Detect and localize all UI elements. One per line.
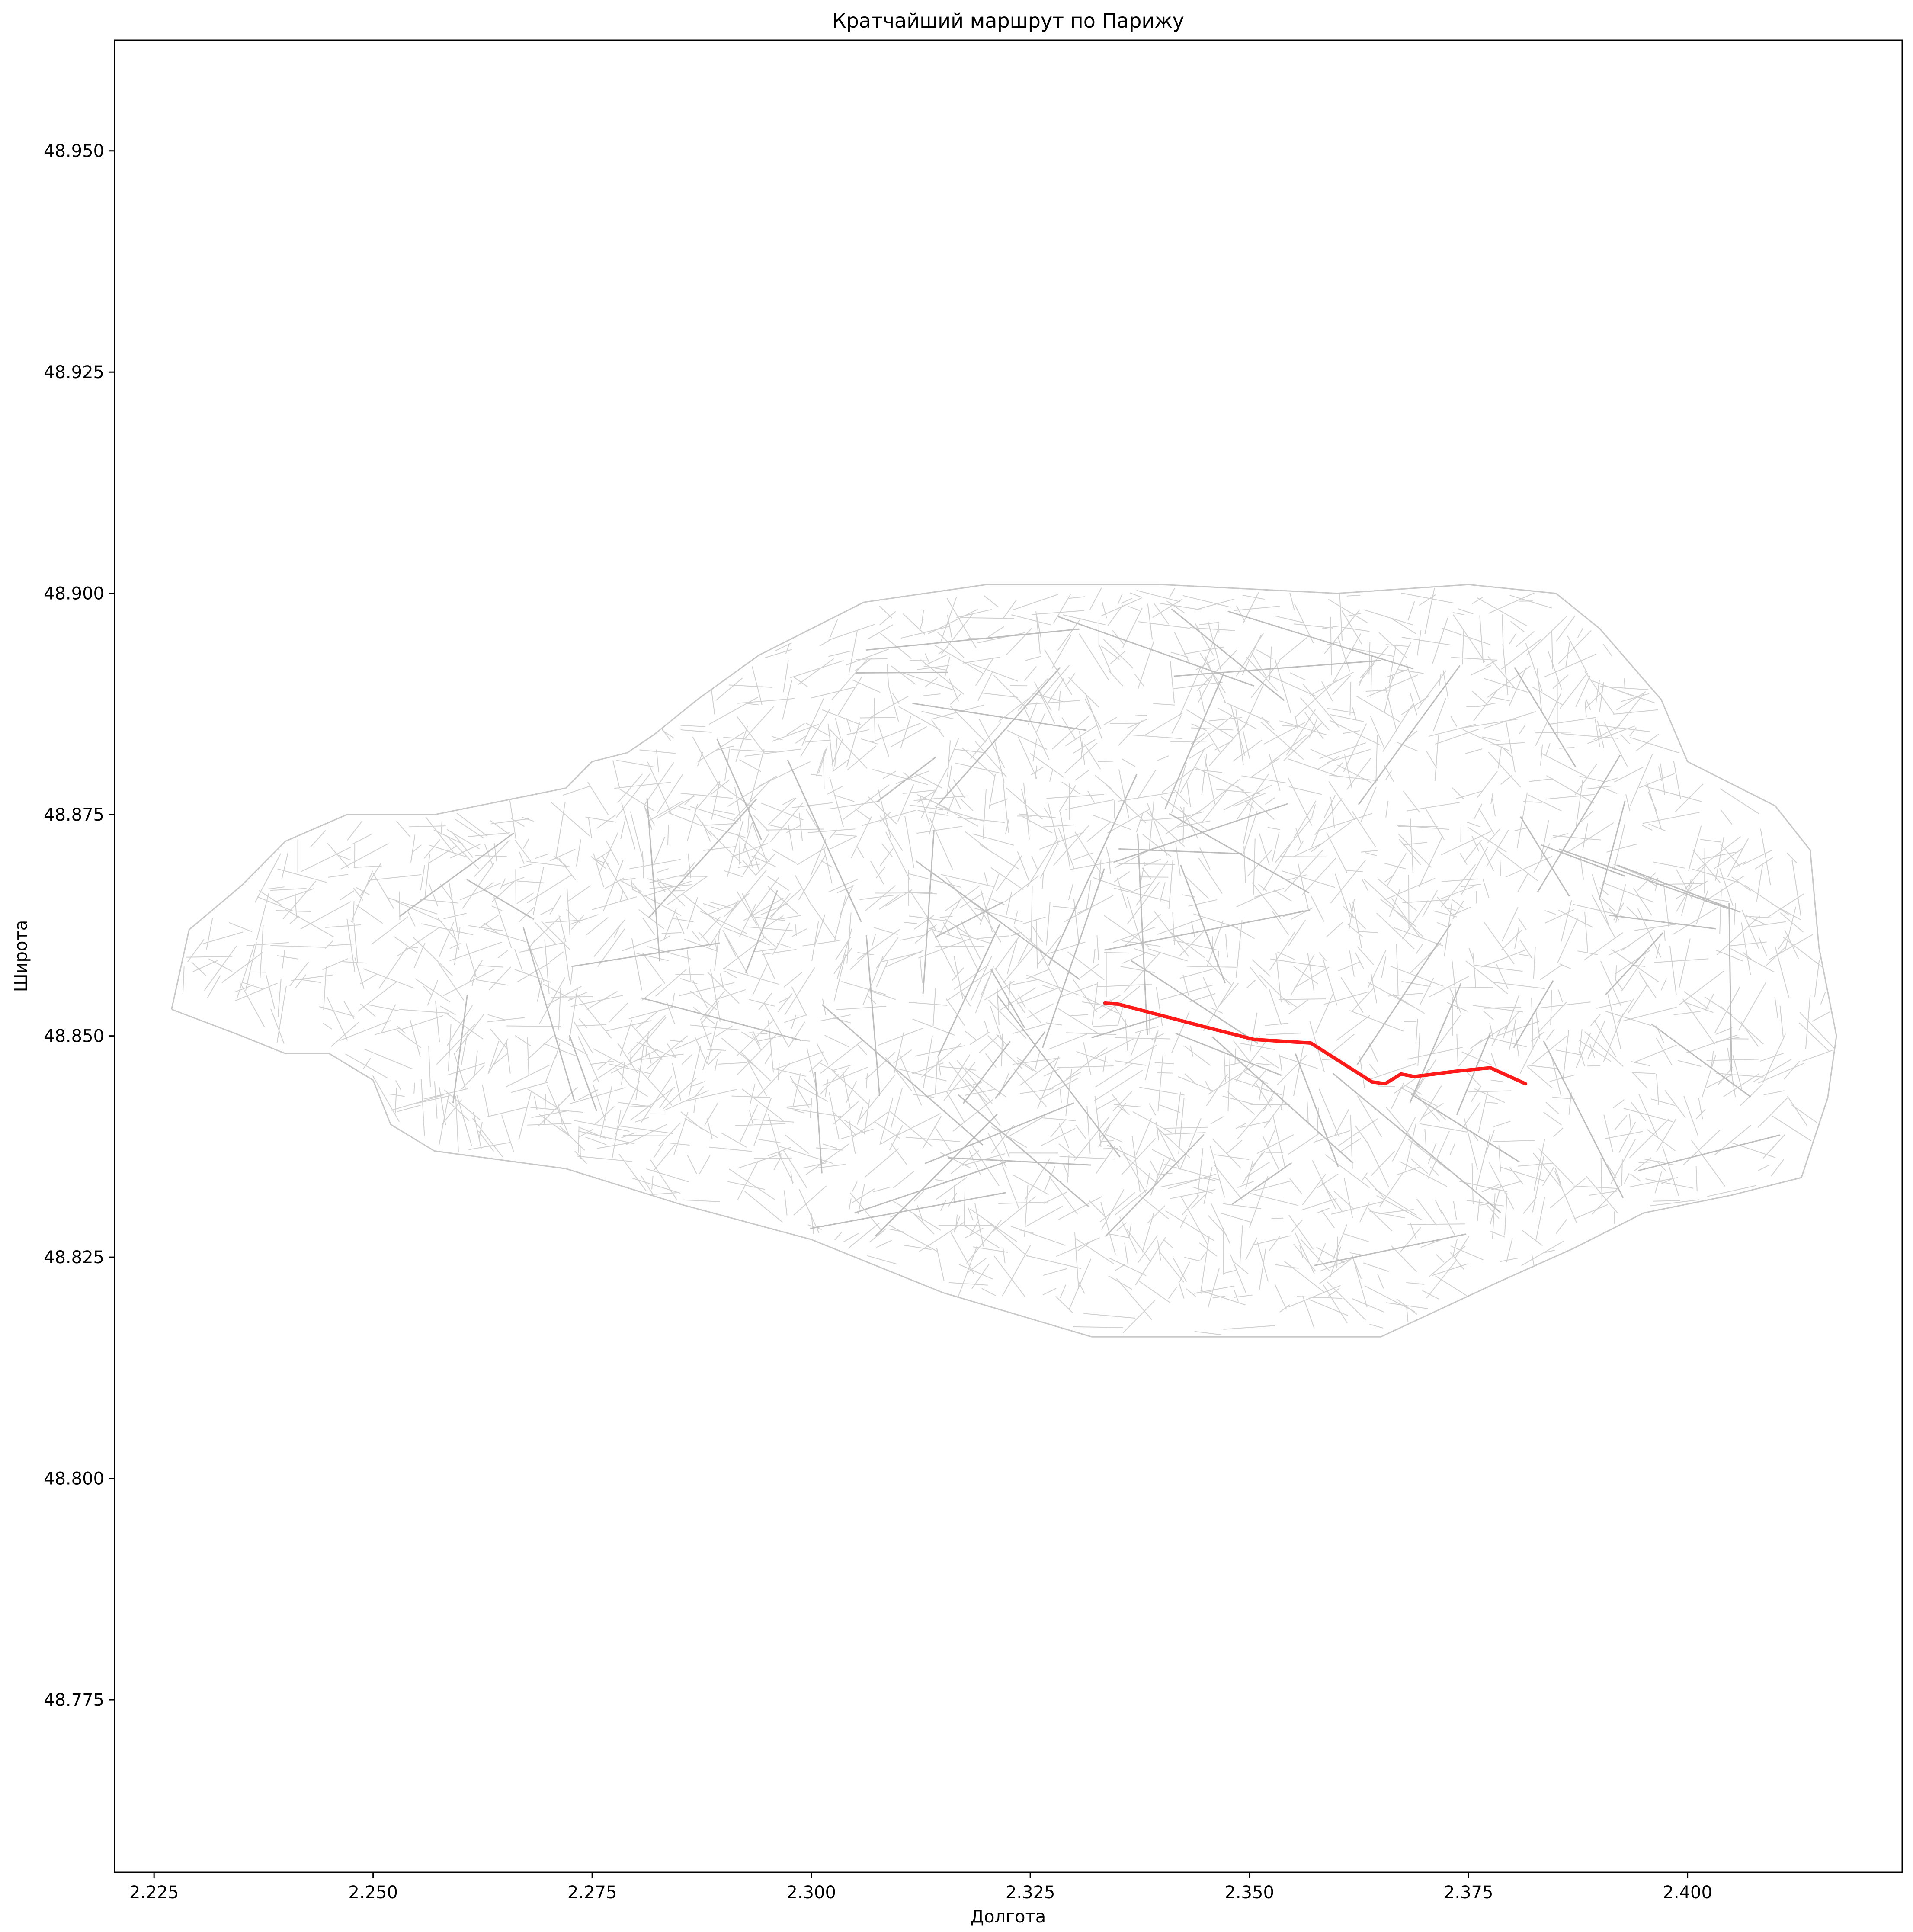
x-tick-label: 2.275 — [567, 1883, 617, 1903]
x-tick-label: 2.325 — [1006, 1883, 1055, 1903]
y-tick-label: 48.850 — [44, 1027, 104, 1046]
y-tick-label: 48.900 — [44, 584, 104, 604]
major-streets — [399, 608, 1781, 1266]
route-line — [1103, 1001, 1527, 1086]
axes-frame — [114, 39, 1903, 1873]
y-tick-label: 48.950 — [44, 141, 104, 161]
x-tick-label: 2.300 — [786, 1883, 836, 1903]
x-tick-label: 2.400 — [1663, 1883, 1712, 1903]
x-tick-label: 2.250 — [348, 1883, 398, 1903]
x-tick-label: 2.375 — [1444, 1883, 1493, 1903]
y-tick-label: 48.825 — [44, 1248, 104, 1268]
x-axis-ticks: 2.225 2.250 2.275 2.300 2.325 2.350 2.375 2.400 — [129, 1872, 1712, 1903]
y-tick-label: 48.800 — [44, 1469, 104, 1489]
shortest-route — [1103, 1001, 1527, 1086]
network-boundary — [171, 584, 1837, 1338]
street-network — [171, 584, 1837, 1338]
y-tick-label: 48.875 — [44, 805, 104, 825]
y-tick-label: 48.925 — [44, 363, 104, 382]
chart-title: Кратчайший маршрут по Парижу — [832, 9, 1184, 32]
x-tick-label: 2.350 — [1224, 1883, 1274, 1903]
y-tick-label: 48.775 — [44, 1690, 104, 1710]
y-axis-label: Широта — [11, 920, 31, 992]
y-axis-ticks: 48.775 48.800 48.825 48.850 48.875 48.900 48.9… — [44, 141, 115, 1710]
x-tick-label: 2.225 — [129, 1883, 179, 1903]
x-axis-label: Долгота — [971, 1907, 1046, 1927]
